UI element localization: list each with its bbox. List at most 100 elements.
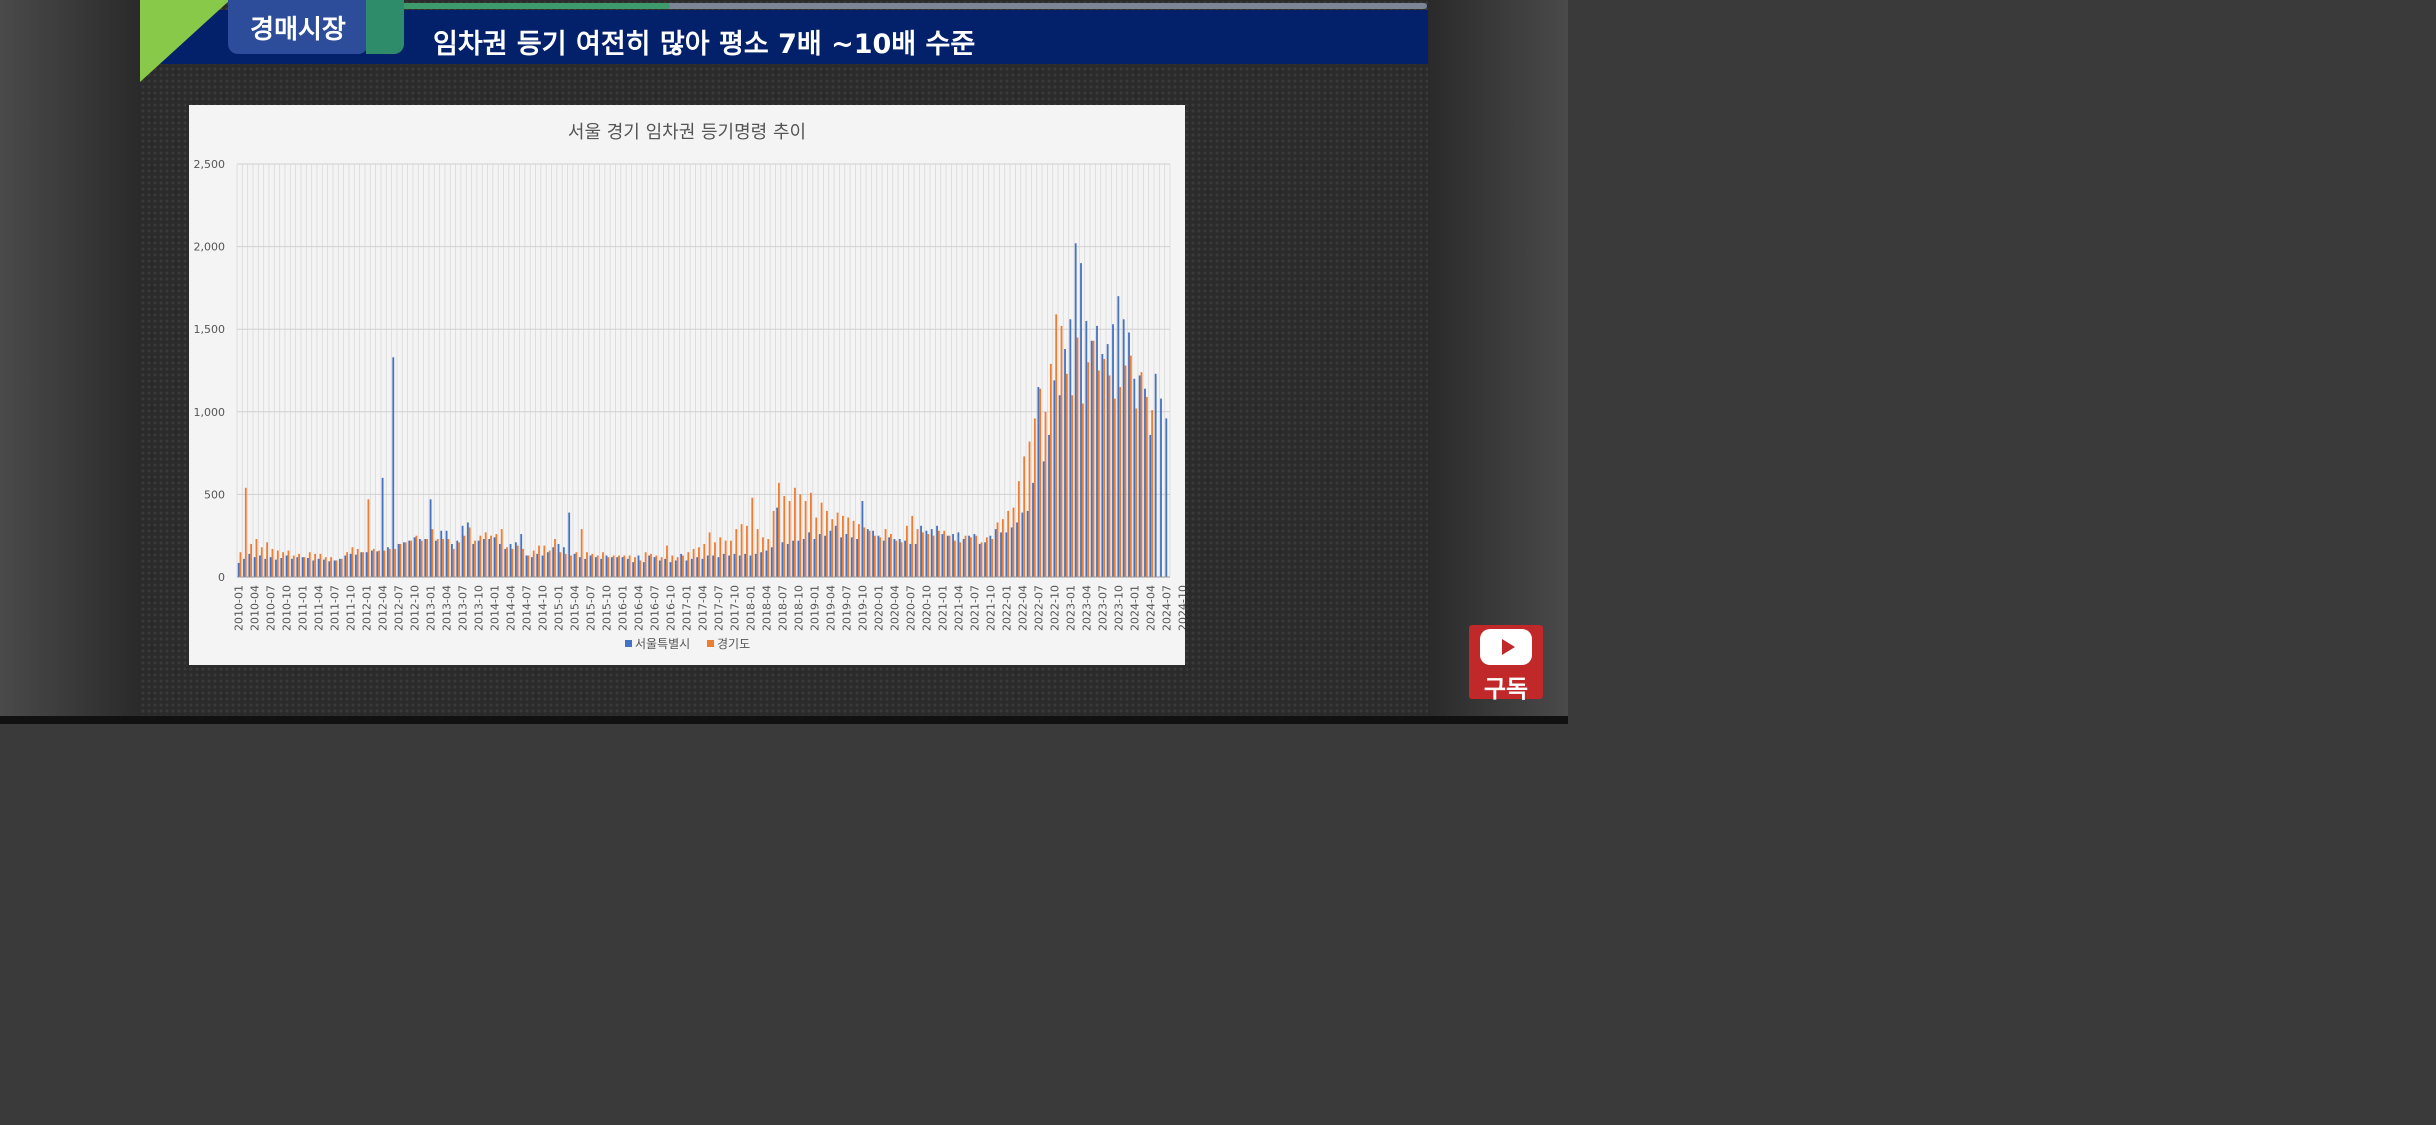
bar-gyeonggi (367, 499, 370, 577)
bar-gyeonggi (724, 540, 727, 577)
bar-seoul (797, 540, 800, 577)
subscribe-button[interactable]: 구독 (1469, 625, 1543, 703)
bar-seoul (813, 539, 816, 577)
bar-gyeonggi (735, 529, 738, 577)
bar-seoul (829, 530, 832, 577)
bar-seoul (893, 539, 896, 577)
bar-gyeonggi (959, 542, 962, 577)
bar-seoul (477, 540, 480, 577)
bar-seoul (680, 553, 683, 577)
bar-gyeonggi (356, 548, 359, 577)
bar-gyeonggi (858, 524, 860, 577)
bar-seoul (498, 543, 501, 577)
bar-seoul (685, 560, 688, 577)
bar-gyeonggi (522, 548, 524, 577)
bar-seoul (296, 557, 299, 577)
bar-seoul (882, 540, 885, 577)
bar-gyeonggi (948, 535, 951, 577)
bar-seoul (461, 525, 464, 577)
bar-gyeonggi (340, 558, 343, 577)
bar-gyeonggi (1033, 418, 1036, 577)
legend-label: 서울특별시 (635, 637, 690, 651)
bar-gyeonggi (650, 553, 652, 577)
x-tick-label: 2018-01 (744, 585, 757, 631)
bar-seoul (578, 557, 581, 577)
bar-gyeonggi (682, 555, 684, 577)
bar-seoul (802, 539, 805, 577)
bar-gyeonggi (410, 540, 412, 577)
bar-gyeonggi (879, 537, 882, 577)
x-tick-label: 2022-07 (1032, 585, 1045, 631)
bar-seoul (669, 562, 672, 577)
bar-seoul (1064, 349, 1066, 577)
bar-gyeonggi (1103, 358, 1106, 577)
bar-seoul (243, 558, 245, 577)
bar-gyeonggi (538, 545, 540, 577)
bar-gyeonggi (708, 532, 711, 577)
bar-seoul (642, 562, 645, 577)
bar-gyeonggi (292, 555, 295, 577)
x-tick-label: 2024-04 (1144, 585, 1157, 631)
bar-seoul (573, 553, 576, 577)
bar-gyeonggi (351, 547, 354, 577)
bar-seoul (978, 543, 981, 577)
x-tick-label: 2019-04 (824, 585, 837, 631)
bar-gyeonggi (975, 535, 978, 577)
bar-gyeonggi (719, 537, 722, 577)
bar-gyeonggi (500, 529, 503, 577)
x-tick-label: 2019-10 (856, 585, 869, 631)
bar-gyeonggi (548, 550, 551, 577)
bar-seoul (237, 562, 240, 577)
bar-gyeonggi (666, 545, 668, 577)
bar-seoul (456, 540, 459, 577)
bar-gyeonggi (852, 520, 855, 577)
bar-gyeonggi (1113, 398, 1116, 577)
bar-gyeonggi (271, 548, 274, 577)
bar-seoul (546, 552, 549, 577)
bar-seoul (1005, 532, 1008, 577)
bar-gyeonggi (916, 529, 919, 577)
bar-seoul (408, 540, 411, 577)
bar-seoul (482, 539, 485, 577)
bar-seoul (307, 558, 309, 577)
x-tick-label: 2014-01 (489, 585, 502, 631)
bar-gyeonggi (1076, 337, 1079, 577)
bar-gyeonggi (1039, 388, 1042, 577)
x-tick-label: 2021-04 (952, 585, 965, 631)
subscribe-label: 구독 (1483, 675, 1529, 703)
y-tick-label: 500 (204, 488, 225, 501)
bar-gyeonggi (884, 529, 887, 577)
bar-gyeonggi (511, 548, 514, 577)
bar-gyeonggi (490, 535, 492, 577)
bar-seoul (1096, 325, 1098, 577)
x-tick-label: 2010-04 (249, 585, 262, 631)
bar-seoul (952, 534, 954, 577)
bar-gyeonggi (276, 550, 279, 577)
bar-seoul (301, 557, 304, 577)
x-tick-label: 2010-07 (265, 585, 278, 631)
bar-seoul (536, 553, 539, 577)
bar-gyeonggi (383, 550, 386, 577)
bar-gyeonggi (937, 530, 940, 577)
bar-seoul (291, 558, 293, 577)
x-tick-label: 2011-07 (329, 585, 342, 631)
x-tick-label: 2013-01 (425, 585, 438, 631)
bar-seoul (1032, 482, 1034, 577)
x-tick-label: 2021-10 (984, 585, 997, 631)
bar-gyeonggi (905, 525, 908, 577)
bar-seoul (600, 558, 603, 577)
bar-seoul (1112, 324, 1114, 577)
bar-seoul (445, 530, 448, 577)
bar-gyeonggi (362, 552, 364, 577)
bar-gyeonggi (1012, 507, 1015, 577)
bar-seoul (722, 553, 725, 577)
bar-seoul (856, 539, 858, 577)
x-tick-label: 2014-04 (505, 585, 518, 631)
bar-gyeonggi (676, 557, 679, 577)
bar-seoul (973, 534, 976, 577)
bar-seoul (957, 532, 960, 577)
bar-gyeonggi (586, 552, 588, 577)
x-tick-label: 2023-07 (1096, 585, 1109, 631)
bar-seoul (259, 555, 261, 577)
bar-seoul (520, 534, 523, 577)
